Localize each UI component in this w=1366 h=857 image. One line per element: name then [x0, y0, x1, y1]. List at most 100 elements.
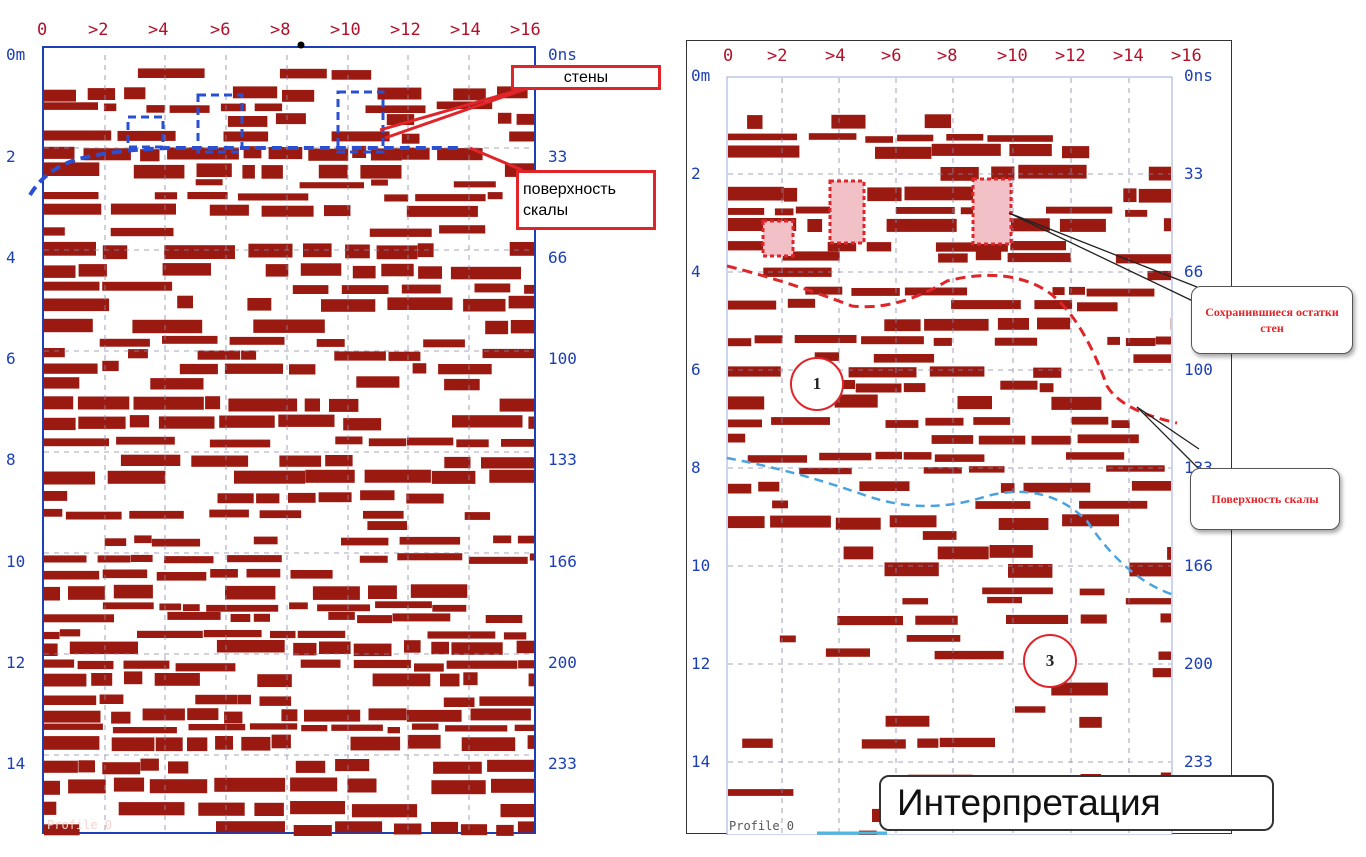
right-radargram: [726, 76, 1200, 835]
reflection-segment: [401, 147, 430, 160]
reflection-segment: [328, 611, 355, 620]
reflection-segment: [410, 584, 468, 598]
reflection-segment: [814, 352, 840, 361]
left-depth-3: 6: [6, 349, 16, 368]
reflection-segment: [312, 586, 360, 600]
right-xtick-7: >14: [1113, 46, 1144, 66]
reflection-segment: [111, 737, 155, 752]
reflection-segment: [897, 134, 934, 142]
reflection-segment: [107, 470, 166, 484]
reflection-segment: [242, 165, 255, 179]
reflection-segment: [440, 673, 460, 687]
reflection-segment: [253, 536, 278, 545]
reflection-segment: [859, 481, 910, 491]
reflection-segment: [137, 68, 205, 78]
reflection-segment: [982, 587, 1053, 595]
reflection-segment: [254, 802, 284, 816]
reflection-segment: [162, 335, 218, 344]
reflection-segment: [524, 284, 534, 294]
reflection-segment: [1010, 241, 1066, 251]
reflection-segment: [187, 192, 228, 200]
reflection-segment: [923, 467, 962, 474]
reflection-segment: [728, 366, 781, 377]
reflection-segment: [1008, 564, 1053, 578]
right-depth-0: 0m: [691, 66, 711, 85]
left-xtick-8: >16: [510, 20, 541, 40]
reflection-segment: [401, 133, 420, 144]
reflection-segment: [238, 193, 309, 201]
reflection-segment: [227, 555, 282, 563]
right-callout-rock-text: Поверхность скалы: [1211, 491, 1319, 506]
left-time-1: 33: [548, 147, 568, 166]
reflection-segment: [44, 673, 87, 687]
reflection-segment: [259, 510, 302, 519]
reflection-segment: [1039, 383, 1054, 393]
reflection-segment: [460, 824, 488, 836]
right-depth-5: 10: [691, 556, 711, 575]
reflection-segment: [884, 562, 939, 577]
reflection-segment: [1006, 614, 1069, 624]
reflection-segment: [989, 545, 1033, 558]
reflection-segment: [867, 187, 902, 202]
reflection-segment: [364, 469, 431, 483]
reflection-segment: [103, 103, 117, 112]
right-xtick-2: >4: [825, 46, 846, 66]
reflection-segment: [78, 760, 95, 773]
reflection-segment: [68, 779, 106, 794]
reflection-segment: [902, 598, 929, 605]
reflection-segment: [747, 115, 763, 129]
reflection-segment: [87, 88, 116, 100]
right-wall-box-1: [761, 219, 795, 258]
reflection-segment: [167, 611, 221, 620]
reflection-segment: [168, 761, 189, 774]
reflection-segment: [411, 723, 439, 730]
left-reflection-bands: [44, 68, 534, 836]
reflection-segment: [113, 777, 145, 792]
right-time-5: 166: [1184, 556, 1213, 575]
reflection-segment: [903, 452, 932, 460]
reflection-segment: [1106, 465, 1165, 472]
reflection-segment: [44, 146, 75, 159]
left-footer-label: Profile 0: [47, 818, 113, 832]
reflection-segment: [468, 556, 528, 564]
reflection-segment: [1167, 547, 1171, 560]
reflection-segment: [895, 207, 955, 214]
reflection-segment: [317, 604, 370, 612]
reflection-segment: [318, 492, 352, 503]
right-depth-1: 2: [691, 164, 701, 183]
reflection-segment: [903, 383, 926, 393]
reflection-segment: [102, 245, 128, 260]
reflection-segment: [463, 672, 478, 686]
reflection-segment: [257, 674, 292, 687]
right-depth-3: 6: [691, 360, 701, 379]
reflection-segment: [44, 555, 87, 563]
reflection-segment: [195, 694, 238, 705]
reflection-segment: [528, 416, 534, 429]
reflection-segment: [209, 509, 249, 518]
reflection-segment: [444, 456, 471, 469]
reflection-segment: [162, 263, 211, 276]
reflection-segment: [889, 515, 937, 528]
reflection-segment: [487, 759, 534, 772]
reflection-segment: [414, 663, 444, 672]
reflection-segment: [154, 673, 200, 686]
reflection-segment: [978, 435, 1026, 445]
reflection-segment: [191, 455, 249, 467]
reflection-segment: [450, 266, 521, 280]
right-xtick-0: 0: [723, 46, 734, 66]
reflection-segment: [1158, 651, 1171, 660]
reflection-segment: [501, 439, 534, 447]
reflection-segment: [247, 298, 272, 311]
reflection-segment: [290, 801, 345, 815]
reflection-segment: [237, 694, 251, 705]
reflection-segment: [794, 335, 857, 343]
reflection-segment: [946, 134, 984, 141]
reflection-segment: [216, 640, 285, 653]
reflection-segment: [341, 285, 389, 294]
reflection-segment: [97, 555, 131, 563]
reflection-segment: [865, 136, 893, 143]
reflection-segment: [1000, 380, 1038, 390]
right-xtick-3: >6: [881, 46, 902, 66]
reflection-segment: [293, 642, 317, 656]
reflection-segment: [44, 396, 74, 410]
